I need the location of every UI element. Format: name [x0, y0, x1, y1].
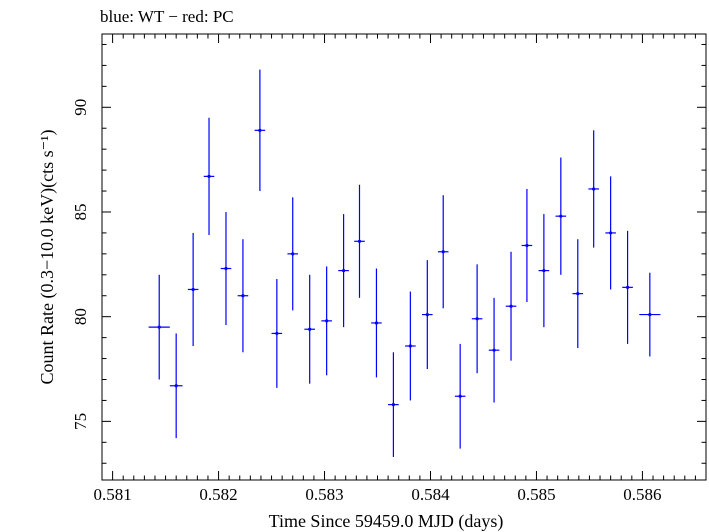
data-marker — [258, 128, 262, 132]
data-marker — [408, 344, 412, 348]
data-marker — [308, 327, 312, 331]
data-point — [169, 333, 183, 439]
data-point — [588, 130, 599, 248]
data-marker — [191, 287, 195, 292]
data-point — [203, 117, 215, 236]
data-point — [321, 266, 332, 376]
data-point — [354, 184, 365, 298]
data-marker — [157, 325, 161, 329]
data-marker — [241, 294, 245, 298]
data-marker — [592, 187, 596, 191]
y-tick-label: 80 — [71, 308, 90, 325]
x-tick-label: 0.583 — [305, 485, 343, 504]
data-marker — [325, 319, 329, 323]
data-point — [454, 343, 466, 449]
data-marker — [357, 239, 362, 243]
data-point — [555, 157, 567, 275]
data-marker — [525, 243, 529, 248]
data-marker — [609, 231, 613, 235]
data-point — [538, 214, 550, 328]
data-point — [572, 239, 584, 349]
data-marker — [648, 312, 652, 317]
data-marker — [441, 250, 445, 254]
axis-tick-labels: 0.581 0.582 0.583 0.584 0.585 0.586 75 80 85 90 — [71, 99, 662, 504]
x-tick-label: 0.585 — [517, 485, 555, 504]
data-point — [148, 274, 170, 380]
data-point — [237, 239, 249, 353]
data-point — [287, 197, 299, 311]
data-marker — [576, 292, 580, 296]
data-marker — [458, 394, 462, 398]
y-axis-label: Count Rate (0.3−10.0 keV)(cts s⁻¹) — [37, 129, 58, 384]
data-marker — [391, 403, 396, 407]
x-tick-label: 0.586 — [623, 485, 661, 504]
data-point — [437, 195, 449, 309]
data-point — [521, 188, 533, 303]
chart-title: blue: WT − red: PC — [100, 7, 234, 26]
data-point — [271, 278, 283, 388]
data-point — [639, 272, 661, 357]
data-point — [254, 69, 266, 192]
data-point — [371, 268, 382, 378]
y-tick-label: 90 — [71, 99, 90, 116]
data-marker — [559, 214, 563, 218]
data-point — [187, 232, 199, 346]
data-point — [405, 291, 416, 401]
data-marker — [207, 174, 211, 178]
x-tick-label: 0.582 — [199, 485, 237, 504]
data-marker — [342, 269, 346, 273]
data-marker — [625, 285, 630, 289]
y-tick-label: 75 — [71, 413, 90, 430]
data-marker — [425, 312, 429, 317]
data-point — [505, 251, 517, 361]
x-tick-label: 0.581 — [93, 485, 131, 504]
data-marker — [542, 269, 546, 273]
data-point — [338, 214, 349, 328]
y-tick-label: 85 — [71, 203, 90, 220]
data-point — [304, 274, 315, 384]
data-marker — [174, 384, 178, 388]
data-points — [148, 69, 661, 457]
data-marker — [475, 317, 479, 321]
axis-ticks — [101, 34, 707, 480]
x-tick-label: 0.584 — [411, 485, 450, 504]
data-marker — [492, 348, 496, 352]
data-point — [488, 297, 500, 403]
data-marker — [509, 304, 513, 308]
x-axis-label: Time Since 59459.0 MJD (days) — [269, 511, 504, 532]
data-marker — [374, 321, 379, 325]
data-point — [388, 352, 399, 457]
data-marker — [291, 252, 295, 256]
data-point — [605, 176, 616, 290]
data-point — [220, 211, 232, 326]
data-point — [471, 264, 483, 374]
data-point — [622, 230, 633, 344]
data-marker — [224, 266, 228, 271]
plot-frame — [101, 33, 707, 481]
data-point — [422, 260, 433, 370]
data-marker — [275, 331, 279, 336]
